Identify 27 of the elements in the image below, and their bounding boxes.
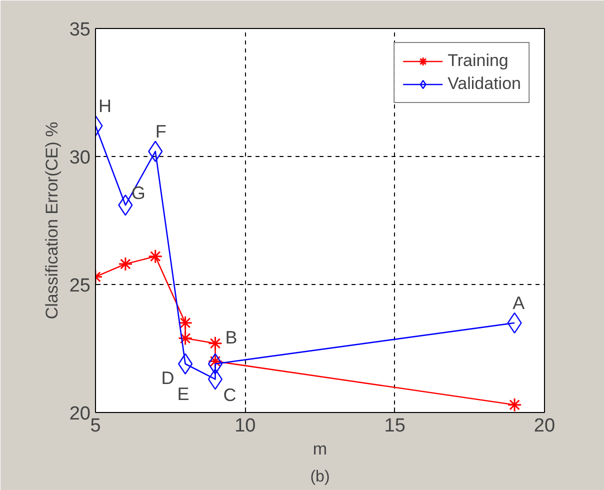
annotation: C xyxy=(223,385,236,406)
point xyxy=(148,249,163,264)
y-tick-label: 35 xyxy=(69,20,91,40)
annotation: G xyxy=(131,183,146,204)
y-tick-label: 25 xyxy=(69,276,91,296)
annotation: H xyxy=(98,96,112,116)
annotation: F xyxy=(155,121,166,142)
y-tick-label: 30 xyxy=(69,148,91,168)
point xyxy=(178,331,193,346)
point xyxy=(178,316,193,330)
x-tick-label: 5 xyxy=(90,416,101,436)
point xyxy=(507,398,522,412)
point xyxy=(118,256,133,272)
legend-label: Training xyxy=(448,51,508,71)
legend-label: Validation xyxy=(448,74,521,94)
x-tick-label: 20 xyxy=(534,416,556,436)
annotation: D xyxy=(161,368,174,388)
annotation: E xyxy=(177,384,190,404)
y-axis-title: Classification Error(CE) % xyxy=(42,122,62,320)
annotation: A xyxy=(512,292,525,313)
text: (b) xyxy=(310,468,330,486)
x-tick-label: 15 xyxy=(384,416,406,436)
x-axis-title: m xyxy=(312,440,328,458)
point xyxy=(208,354,222,369)
point xyxy=(208,336,222,351)
x-tick-label: 10 xyxy=(234,416,256,436)
annotation: B xyxy=(225,327,238,348)
